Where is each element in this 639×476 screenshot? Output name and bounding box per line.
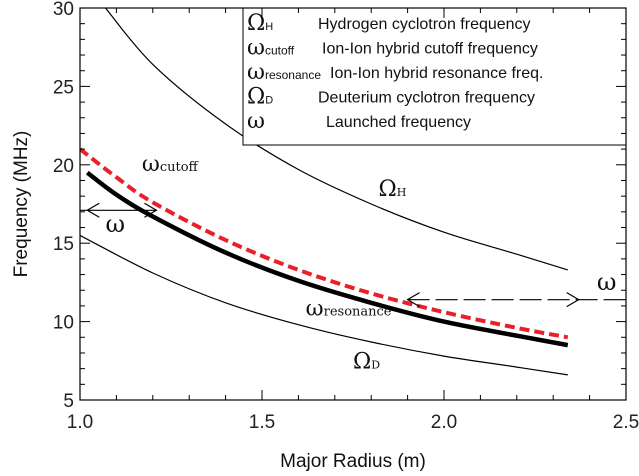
legend-symbol: ΩH	[247, 11, 273, 36]
legend-entry: ΩH Hydrogen cyclotron frequency	[247, 11, 531, 36]
series-line-omega_d	[80, 234, 568, 376]
x-axis-title: Major Radius (m)	[280, 451, 426, 472]
legend-label: Hydrogen cyclotron frequency	[318, 16, 531, 33]
series-label-omega_d: ΩD	[353, 350, 380, 375]
x-tick-label: 2.5	[613, 412, 639, 433]
legend-label: Launched frequency	[326, 114, 471, 131]
y-tick-label: 5	[63, 391, 74, 412]
y-tick-label: 20	[53, 156, 74, 177]
launched-frequency-label: ω	[597, 268, 617, 296]
legend-entry: ωcutoff Ion-Ion hybrid cutoff frequency	[247, 36, 538, 61]
plot-frame	[79, 7, 627, 401]
arrow-left-icon	[406, 292, 420, 308]
legend-symbol: ωresonance	[247, 60, 321, 85]
series-line-omega_cutoff	[80, 147, 569, 340]
legend-box	[242, 7, 627, 146]
series-line-omega_resonance	[85, 170, 569, 348]
legend: ΩH Hydrogen cyclotron frequency ωcutoff Ion…	[242, 7, 627, 146]
y-tick-label: 15	[53, 234, 74, 255]
x-tick-label: 1.0	[67, 412, 93, 433]
arrow-left-icon	[86, 202, 100, 218]
legend-symbol: ω	[247, 109, 265, 134]
series-label-omega_resonance: ωresonance	[306, 296, 392, 321]
legend-label: Deuterium cyclotron frequency	[318, 90, 535, 107]
axes: 1.0 1.5 2.0 2.5 5 10 15 20 25 30 Major Radius (m) F…	[11, 0, 639, 472]
x-tick-label: 2.0	[431, 412, 457, 433]
y-tick-label: 25	[53, 77, 74, 98]
legend-symbol: ωcutoff	[247, 36, 295, 61]
y-axis-title: Frequency (MHz)	[11, 131, 32, 278]
series-label-omega_cutoff: ωcutoff	[142, 152, 200, 177]
legend-entry: ωresonance Ion-Ion hybrid resonance freq.	[247, 60, 543, 85]
legend-label: Ion-Ion hybrid cutoff frequency	[322, 41, 538, 58]
y-tick-label: 10	[53, 313, 74, 334]
y-tick-label: 30	[53, 0, 74, 20]
legend-entry: ΩD Deuterium cyclotron frequency	[247, 85, 535, 110]
legend-label: Ion-Ion hybrid resonance freq.	[330, 65, 543, 82]
launched-frequency-label: ω	[105, 210, 125, 238]
series-line-omega_h	[105, 8, 568, 271]
legend-symbol: ΩD	[247, 85, 273, 110]
x-tick-label: 1.5	[249, 412, 275, 433]
arrow-right-icon	[566, 292, 580, 308]
legend-entry: ω Launched frequency	[247, 109, 471, 134]
series-label-omega_h: ΩH	[378, 177, 406, 202]
arrow-right-icon	[144, 202, 158, 218]
